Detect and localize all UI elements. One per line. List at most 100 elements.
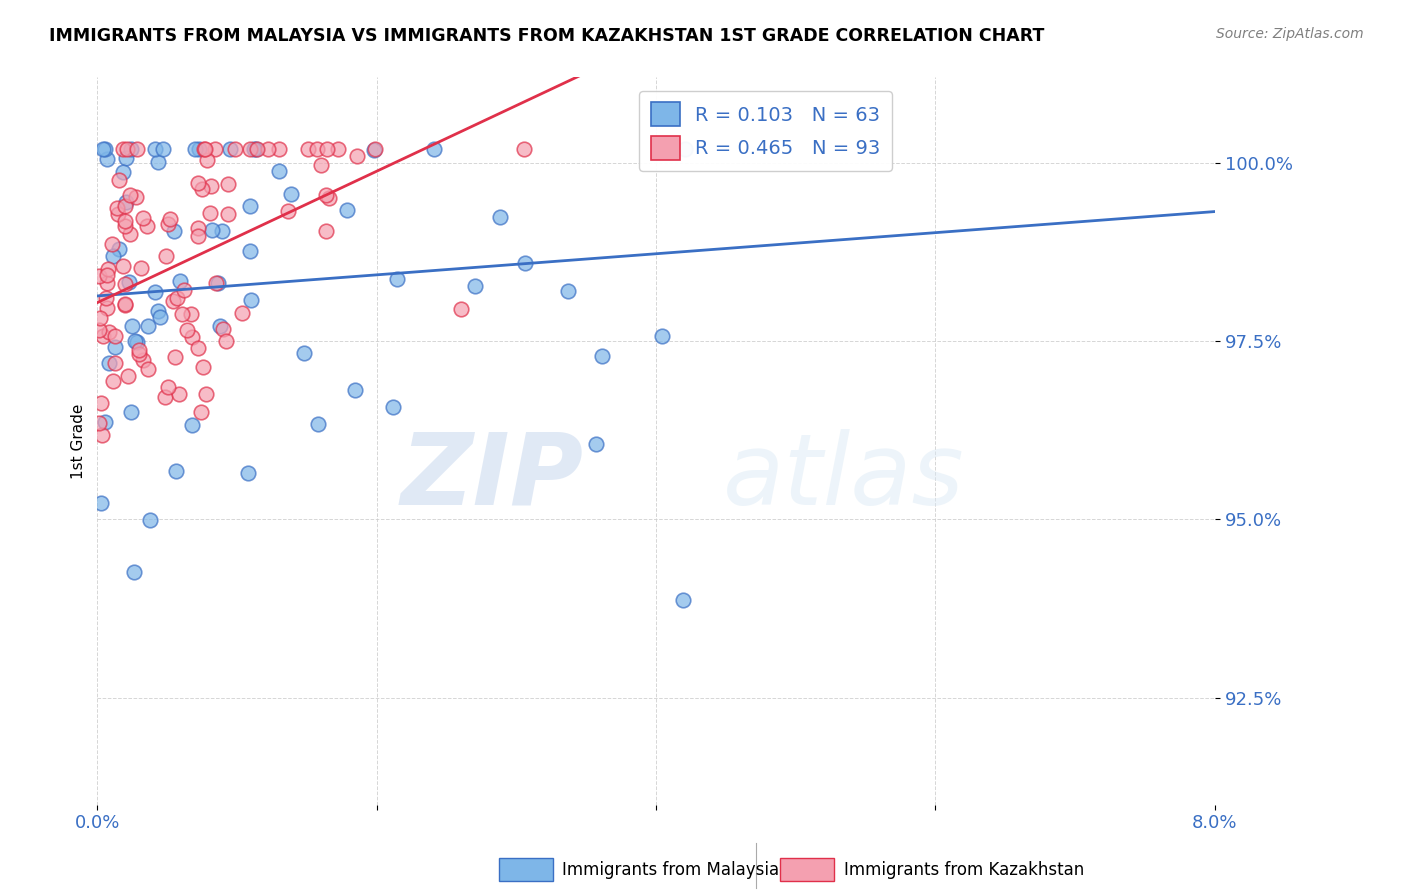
Point [129, 261, 152, 276]
Point [163, 351, 186, 365]
Point [240, 293, 263, 307]
Point [318, 191, 340, 205]
Point [257, 142, 280, 156]
Point [243, 142, 266, 156]
Point [557, 284, 579, 298]
Point [176, 323, 198, 337]
Point [167, 387, 190, 401]
Point [96, 301, 118, 315]
Point [169, 274, 191, 288]
Point [90, 396, 112, 410]
Point [97, 356, 120, 370]
Point [170, 307, 193, 321]
Point [143, 142, 166, 156]
Point [121, 318, 143, 333]
Point [204, 142, 226, 156]
Point [111, 164, 134, 178]
Point [363, 143, 385, 157]
Point [104, 328, 127, 343]
Point [672, 592, 695, 607]
Point [190, 182, 212, 196]
Point [336, 202, 359, 217]
Point [122, 565, 145, 579]
Point [215, 334, 238, 349]
Point [114, 199, 136, 213]
Point [87, 268, 110, 283]
Point [87, 323, 110, 337]
Point [231, 306, 253, 320]
Point [187, 176, 209, 190]
Point [246, 142, 269, 156]
Point [194, 142, 217, 156]
Point [423, 142, 446, 156]
Point [153, 390, 176, 404]
Point [382, 400, 405, 414]
Point [211, 224, 233, 238]
Point [108, 173, 131, 187]
Point [97, 262, 120, 277]
Point [114, 213, 136, 227]
Point [513, 256, 536, 270]
Point [464, 279, 486, 293]
Point [104, 356, 127, 370]
Point [128, 343, 150, 358]
Text: Immigrants from Kazakhstan: Immigrants from Kazakhstan [844, 861, 1084, 879]
Point [112, 142, 135, 156]
Point [209, 319, 232, 334]
Point [194, 387, 217, 401]
Point [117, 142, 139, 156]
Point [108, 242, 131, 256]
Point [114, 296, 136, 310]
Point [132, 352, 155, 367]
Point [103, 340, 125, 354]
Point [224, 142, 246, 156]
Point [219, 142, 242, 156]
Point [124, 334, 146, 348]
Point [101, 237, 124, 252]
Point [188, 142, 211, 156]
Point [315, 187, 337, 202]
Point [239, 199, 262, 213]
Point [245, 142, 267, 156]
Point [651, 329, 673, 343]
Point [488, 210, 510, 224]
Point [148, 304, 170, 318]
Point [166, 291, 188, 305]
Point [101, 374, 124, 388]
Text: ZIP: ZIP [401, 429, 583, 526]
Text: atlas: atlas [723, 429, 965, 526]
Point [149, 310, 172, 325]
Point [125, 142, 148, 156]
Point [239, 142, 262, 156]
Point [187, 341, 209, 355]
Point [450, 302, 472, 317]
Point [120, 142, 142, 156]
Point [89, 311, 111, 326]
Point [117, 368, 139, 383]
Point [201, 223, 224, 237]
Point [114, 298, 136, 312]
Point [114, 277, 136, 292]
Point [107, 207, 129, 221]
Text: IMMIGRANTS FROM MALAYSIA VS IMMIGRANTS FROM KAZAKHSTAN 1ST GRADE CORRELATION CHA: IMMIGRANTS FROM MALAYSIA VS IMMIGRANTS F… [49, 27, 1045, 45]
Point [191, 360, 214, 375]
Point [200, 179, 222, 194]
Point [162, 293, 184, 308]
Point [139, 514, 162, 528]
Point [292, 346, 315, 360]
Point [114, 194, 136, 209]
Point [120, 227, 142, 241]
Point [94, 415, 117, 429]
Point [94, 142, 117, 156]
Point [163, 224, 186, 238]
Point [118, 275, 141, 289]
Point [305, 142, 328, 156]
Point [181, 418, 204, 433]
Point [344, 383, 367, 397]
Point [96, 153, 118, 167]
Point [198, 206, 221, 220]
Point [91, 142, 114, 156]
Point [132, 211, 155, 225]
Point [165, 464, 187, 478]
Point [111, 259, 134, 273]
